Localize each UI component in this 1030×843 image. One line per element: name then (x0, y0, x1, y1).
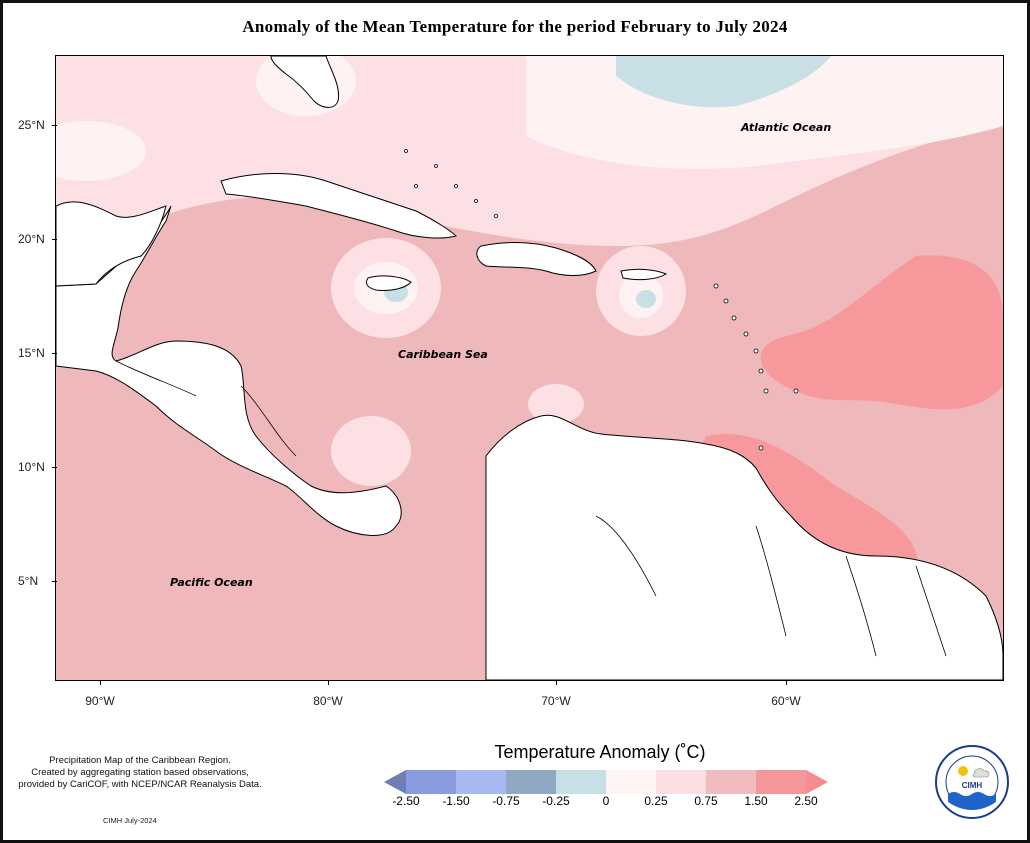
small-islands (404, 149, 799, 451)
label-caribbean-sea: Caribbean Sea (398, 348, 488, 361)
credit-date: CIMH July-2024 (103, 816, 157, 825)
jamaica (365, 275, 412, 291)
anomaly-zone-high-east (760, 255, 1003, 410)
lon-tick-90w: 90°W (70, 680, 130, 708)
label-pacific-ocean: Pacific Ocean (170, 576, 253, 589)
anomaly-zone-pr-cool (636, 290, 656, 308)
legend-swatch (606, 770, 657, 794)
legend-label: 0.25 (644, 794, 668, 808)
cloud-icon (972, 768, 990, 778)
legend-arrow-low (384, 770, 406, 794)
south-america (485, 414, 1003, 680)
legend-label: 2.50 (794, 794, 818, 808)
lon-tick-70w: 70°W (526, 680, 586, 708)
lon-tick-80w: 80°W (298, 680, 358, 708)
map-title: Anomaly of the Mean Temperature for the … (242, 17, 788, 36)
legend-label: -2.50 (392, 794, 420, 808)
label-atlantic-ocean: Atlantic Ocean (740, 121, 831, 134)
legend-swatch (506, 770, 557, 794)
lat-tick-5n: 5°N (18, 574, 57, 588)
land-masses (56, 56, 1003, 680)
central-america (56, 205, 402, 536)
legend-swatch (706, 770, 757, 794)
lat-tick-10n: 10°N (18, 460, 57, 474)
legend-swatch (756, 770, 807, 794)
water-waves-icon (948, 792, 996, 810)
legend-label: -1.50 (442, 794, 470, 808)
sun-icon (958, 766, 968, 776)
logo-text: CIMH (962, 781, 983, 790)
legend-label: -0.25 (542, 794, 570, 808)
legend-swatch (406, 770, 457, 794)
lat-tick-25n: 25°N (18, 118, 57, 132)
legend-label: 0 (602, 794, 610, 808)
hispaniola (476, 241, 597, 276)
florida (270, 56, 340, 108)
country-borders (115, 360, 947, 657)
anomaly-zone-light-south-2 (331, 416, 411, 486)
credit-line-3: provided by CariCOF, with NCEP/NCAR Rean… (18, 779, 262, 790)
anomaly-zone-cool-north (616, 56, 831, 108)
legend-swatch (556, 770, 607, 794)
puerto-rico (620, 268, 668, 281)
lat-tick-15n: 15°N (18, 346, 57, 360)
lon-tick-60w: 60°W (756, 680, 816, 708)
anomaly-zone-light-south-1 (528, 384, 584, 424)
legend-label: 0.75 (694, 794, 718, 808)
lat-tick-20n: 20°N (18, 232, 57, 246)
legend-arrow-high (806, 770, 828, 794)
temperature-anomaly-map: Atlantic Ocean Caribbean Sea Pacific Oce… (55, 55, 1004, 681)
credit-line-2: Created by aggregating station based obs… (31, 767, 249, 778)
cimh-logo: CIMH (935, 745, 1009, 819)
cuba (220, 173, 457, 239)
anomaly-zone-near-zero-gulf (56, 121, 146, 181)
legend-title: Temperature Anomaly (˚C) (494, 742, 706, 762)
legend-label: 1.50 (744, 794, 768, 808)
legend-colorbar (384, 770, 828, 794)
legend-swatches (384, 770, 828, 794)
credit-line-1: Precipitation Map of the Caribbean Regio… (49, 755, 231, 766)
map-canvas: Atlantic Ocean Caribbean Sea Pacific Oce… (56, 56, 1003, 680)
legend-swatch (456, 770, 507, 794)
credit-text: Precipitation Map of the Caribbean Regio… (5, 755, 275, 791)
legend-label: -0.75 (492, 794, 520, 808)
legend-swatch (656, 770, 707, 794)
yucatan-peninsula (56, 201, 167, 287)
